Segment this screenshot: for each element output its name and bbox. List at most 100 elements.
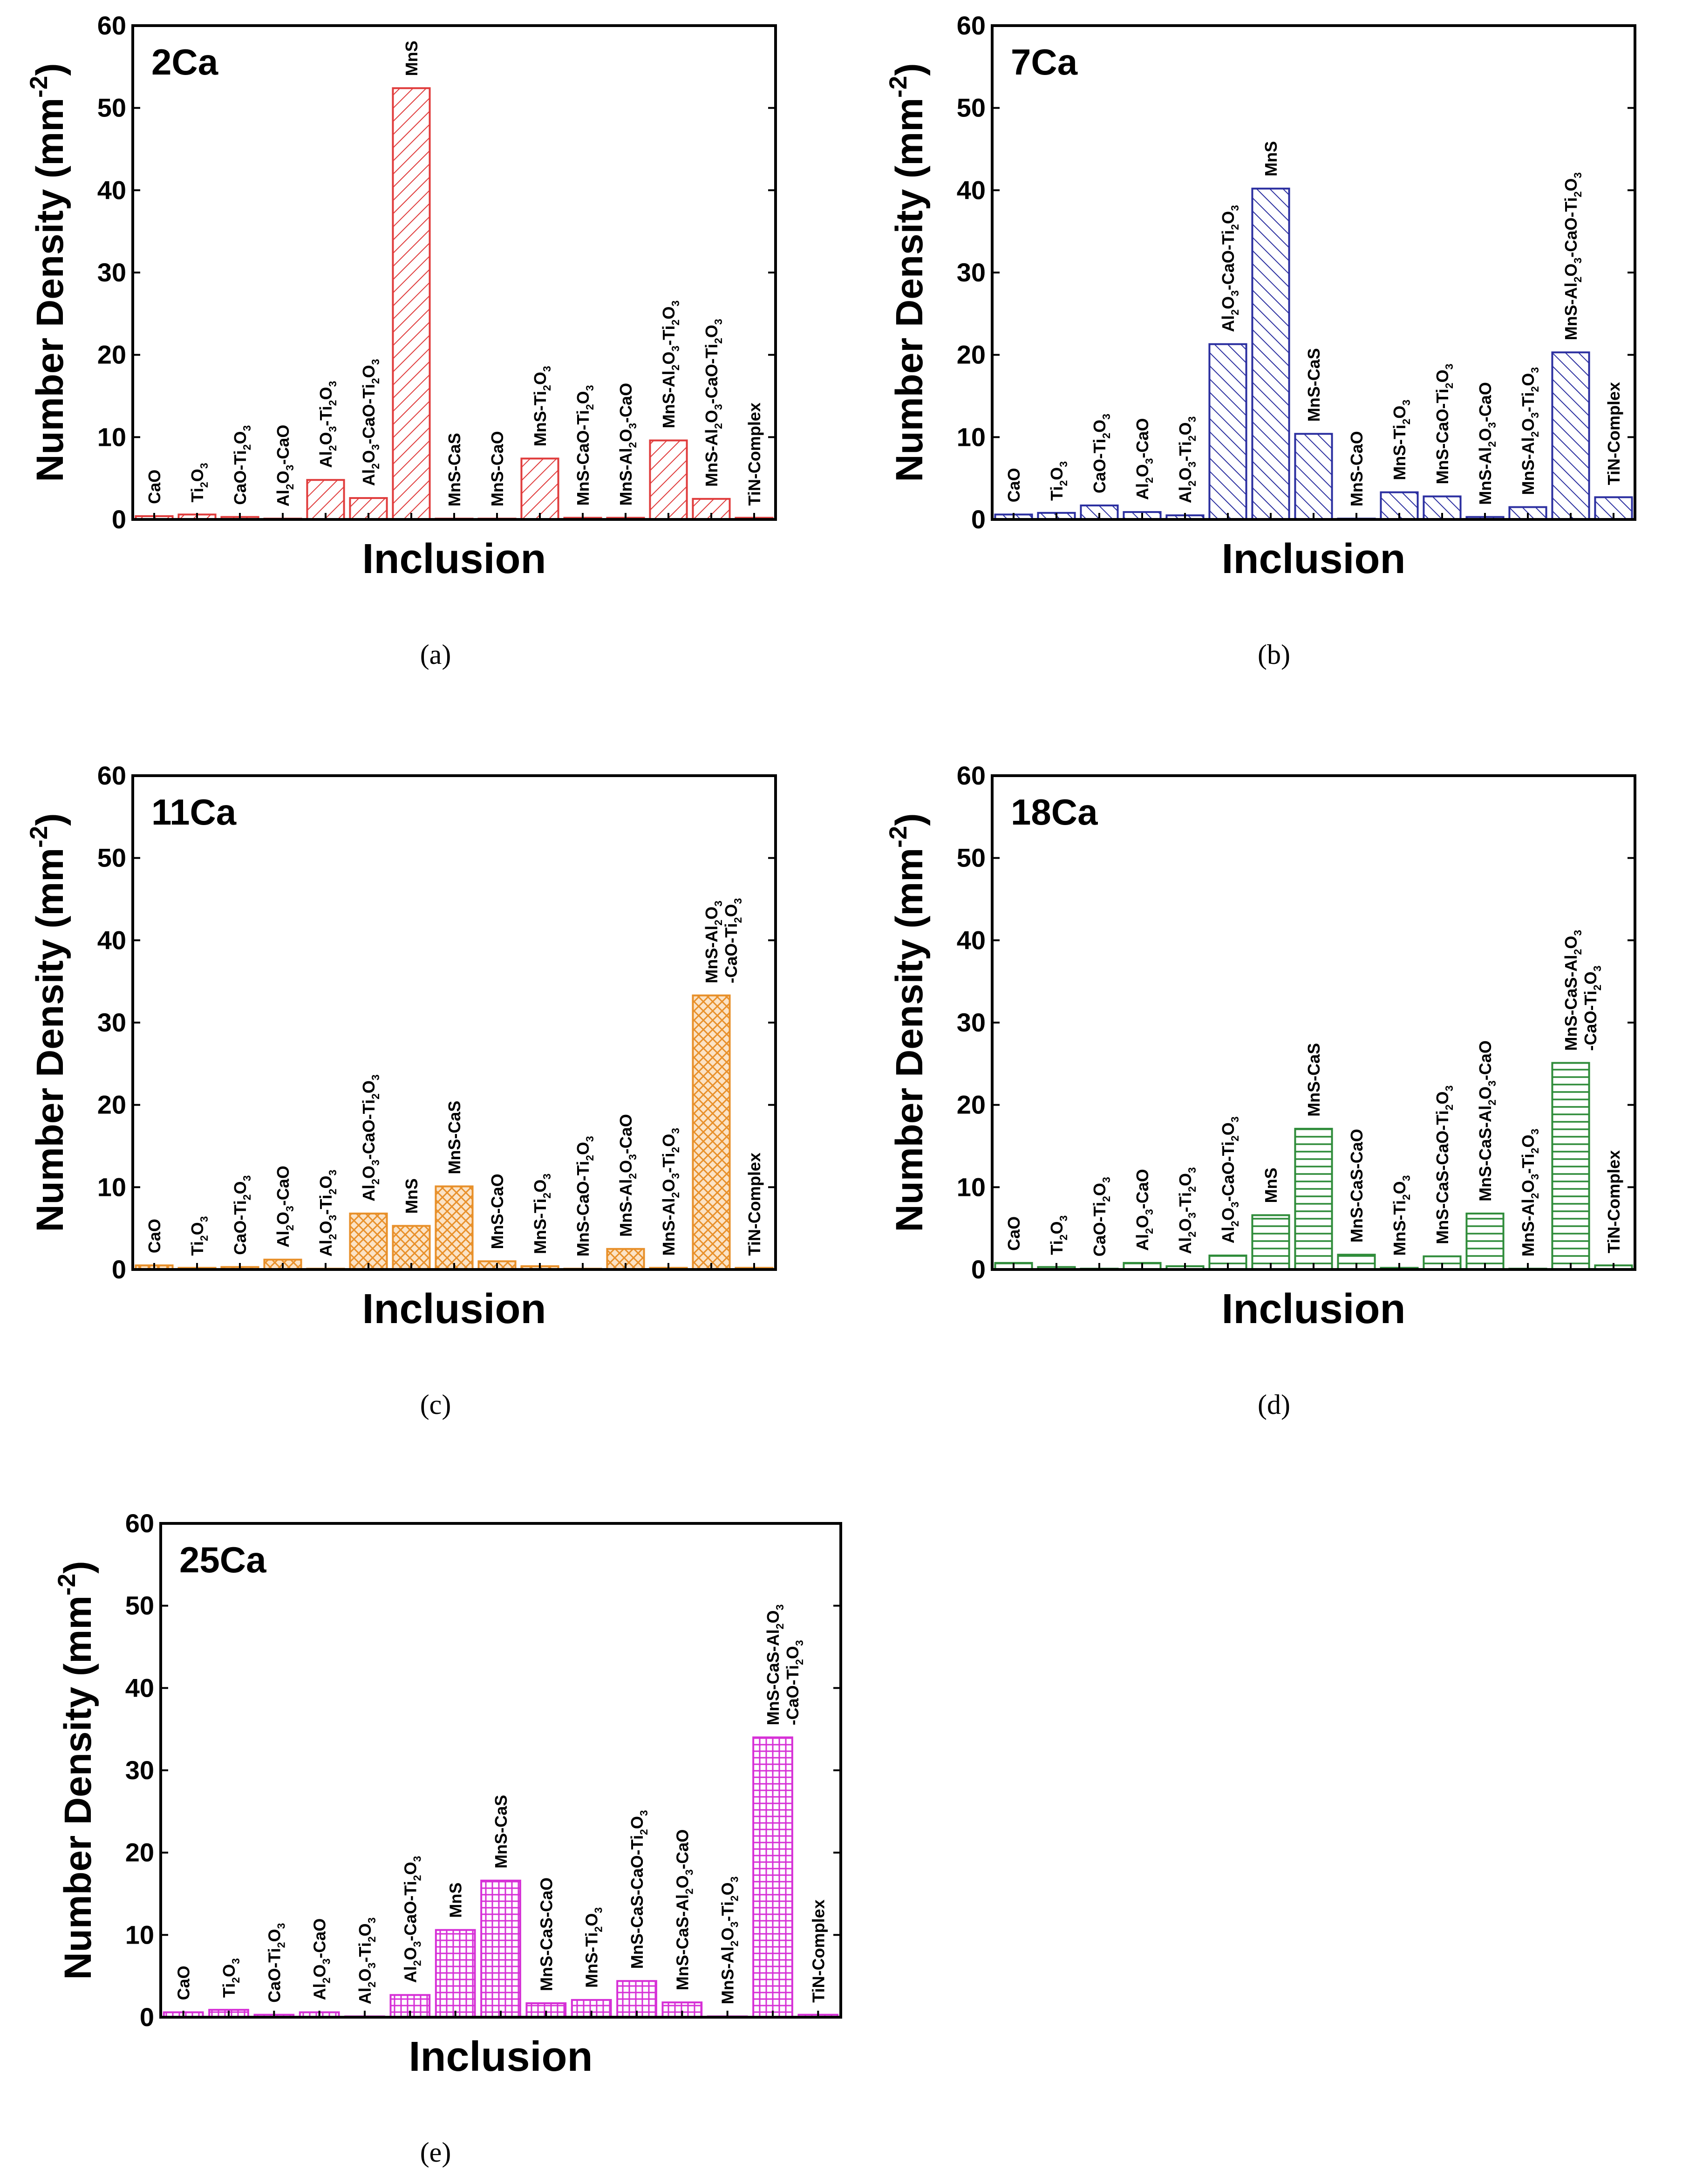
category-label-4: Al2​O3​-Ti2​O3​ <box>316 381 339 468</box>
category-label-10: MnS-CaO-Ti2​O3​ <box>573 1136 596 1256</box>
y-tick-label: 60 <box>97 11 126 40</box>
y-tick-label: 0 <box>971 505 986 534</box>
y-tick-label: 20 <box>957 1090 986 1119</box>
category-label-6: MnS <box>446 1883 465 1918</box>
y-tick-label: 60 <box>957 761 986 790</box>
category-label-11: MnS-Al2​O3​-CaO <box>616 383 639 506</box>
category-label-7: MnS-CaS <box>445 1101 464 1174</box>
category-label-3: Al2​O3​-CaO <box>1133 418 1155 500</box>
bar-7 <box>480 1879 521 2019</box>
category-label-14: TiN-Complex <box>745 403 764 505</box>
chart-panel-18Ca: 0 10 20 30 40 50 60 Number Density (mm-2​) Inclu… <box>885 761 1636 1420</box>
y-tick-label: 50 <box>957 843 986 873</box>
category-label-9: MnS-Ti2​O3​ <box>1390 1175 1412 1256</box>
category-label-1: Ti2​O3​ <box>1047 461 1069 501</box>
y-tick-label: 0 <box>140 2002 154 2032</box>
category-label-7: MnS-CaS <box>445 433 464 506</box>
category-label-6: MnS <box>402 41 421 76</box>
bar-10 <box>1423 1255 1462 1271</box>
bar-8 <box>525 2002 567 2019</box>
category-label-line2-13: -CaO-Ti2​O3​ <box>722 898 744 983</box>
chart-panel-11Ca: 0 10 20 30 40 50 60 Number Density (mm-2​) Inclu… <box>25 761 777 1420</box>
category-label-4: Al2​O3​-Ti2​O3​ <box>355 1918 378 2005</box>
y-tick-label: 40 <box>97 175 126 205</box>
panel-caption: (b) <box>1258 639 1290 670</box>
category-label-0: CaO <box>174 1966 193 2000</box>
bar-6 <box>1251 187 1290 520</box>
category-label-14: TiN-Complex <box>745 1153 764 1256</box>
category-label-5: Al2​O3​-CaO-Ti2​O3​ <box>1219 205 1241 332</box>
category-label-9: MnS-Ti2​O3​ <box>531 366 553 446</box>
category-label-2: CaO-Ti2​O3​ <box>1090 1177 1112 1256</box>
y-tick-label: 30 <box>125 1755 154 1785</box>
chart-title: 11Ca <box>151 792 237 833</box>
y-tick-label: 40 <box>97 925 126 955</box>
category-label-line2-13: -CaO-Ti2​O3​ <box>783 1640 805 1725</box>
bar-13 <box>1551 351 1590 520</box>
category-label-1: Ti2​O3​ <box>219 1958 242 1998</box>
category-label-3: Al2​O3​-CaO <box>273 425 296 507</box>
category-label-3: Al2​O3​-CaO <box>1133 1169 1155 1251</box>
bar-5 <box>349 497 388 520</box>
y-tick-label: 50 <box>125 1591 154 1620</box>
category-label-4: Al2​O3​-Ti2​O3​ <box>316 1170 339 1257</box>
category-label-2: CaO-Ti2​O3​ <box>231 1175 253 1255</box>
chart-title: 18Ca <box>1011 792 1098 833</box>
category-label-2: CaO-Ti2​O3​ <box>231 425 253 505</box>
y-axis-label: Number Density (mm-2​) <box>53 1561 99 1979</box>
panel-caption: (c) <box>420 1389 451 1420</box>
bar-6 <box>392 1225 431 1271</box>
chart-title: 25Ca <box>179 1539 266 1580</box>
category-label-0: CaO <box>1004 468 1023 502</box>
category-label-3: Al2​O3​-CaO <box>310 1918 333 2000</box>
y-tick-label: 40 <box>957 925 986 955</box>
y-tick-label: 0 <box>971 1255 986 1284</box>
panel-caption: (e) <box>420 2137 451 2168</box>
x-axis-label: Inclusion <box>362 1286 546 1332</box>
category-label-12: MnS-Al2​O3​-Ti2​O3​ <box>1519 367 1541 495</box>
y-tick-label: 10 <box>97 422 126 451</box>
category-label-8: MnS-CaO <box>1347 431 1366 506</box>
y-tick-label: 60 <box>957 11 986 40</box>
y-tick-label: 20 <box>97 340 126 369</box>
y-axis-label: Number Density (mm-2​) <box>885 63 931 482</box>
chart-title: 7Ca <box>1011 41 1078 82</box>
category-label-11: MnS-CaS-Al2​O3​-CaO <box>1476 1040 1498 1201</box>
bar-9 <box>571 1999 612 2018</box>
plot-frame <box>991 774 1636 1271</box>
category-label-0: CaO <box>145 1219 164 1253</box>
category-label-13: MnS-Al2​O3​-CaO-Ti2​O3​ <box>702 319 724 487</box>
category-label-1: Ti2​O3​ <box>188 463 210 502</box>
y-tick-label: 30 <box>957 258 986 287</box>
bar-13 <box>1551 1062 1590 1270</box>
category-label-9: MnS-Ti2​O3​ <box>1390 400 1412 480</box>
category-label-6: MnS <box>402 1178 421 1214</box>
y-axis-label: Number Density (mm-2​) <box>25 63 71 482</box>
y-tick-label: 60 <box>97 761 126 790</box>
y-tick-label: 30 <box>97 258 126 287</box>
x-axis-label: Inclusion <box>1221 536 1405 582</box>
category-label-8: MnS-CaS-CaO <box>537 1877 556 1991</box>
chart-panel-2Ca: 0 10 20 30 40 50 60 Number Density (mm-2​) Inclu… <box>25 11 777 670</box>
category-label-3: Al2​O3​-CaO <box>273 1166 296 1248</box>
y-tick-label: 50 <box>97 843 126 873</box>
y-tick-label: 50 <box>957 93 986 123</box>
category-label-12: MnS-Al2​O3​-Ti2​O3​ <box>659 1128 681 1256</box>
category-label-5: Al2​O3​-CaO-Ti2​O3​ <box>359 1074 381 1201</box>
category-label-12: MnS-Al2​O3​-Ti2​O3​ <box>718 1877 741 2005</box>
category-label-10: MnS-CaO-Ti2​O3​ <box>573 385 596 506</box>
category-label-4: Al2​O3​-Ti2​O3​ <box>1176 416 1198 504</box>
category-label-7: MnS-CaS <box>1304 1043 1323 1117</box>
y-tick-label: 50 <box>97 93 126 123</box>
bar-13 <box>692 994 731 1270</box>
y-tick-label: 40 <box>957 175 986 205</box>
y-tick-label: 0 <box>112 1255 126 1284</box>
category-label-9: MnS-Ti2​O3​ <box>582 1907 605 1988</box>
category-label-11: MnS-Al2​O3​-CaO <box>616 1114 639 1237</box>
chart-title: 2Ca <box>151 41 218 82</box>
category-label-10: MnS-CaO-Ti2​O3​ <box>1433 364 1455 485</box>
y-tick-label: 30 <box>97 1008 126 1037</box>
category-label-13: MnS-Al2​O3​ <box>702 901 724 983</box>
category-label-14: TiN-Complex <box>809 1899 828 2002</box>
